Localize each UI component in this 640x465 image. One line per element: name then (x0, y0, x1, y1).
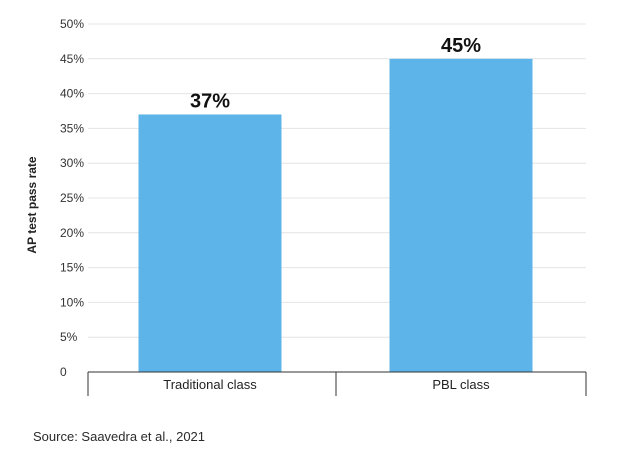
bar-chart: 0 5% 10% 15% 20% 25% 30% 35% 40% 45% 50% 37% Tradit… (25, 17, 587, 396)
bars (138, 58, 533, 373)
y-tick-label: 40% (60, 87, 84, 101)
y-tick-label: 50% (60, 17, 84, 31)
y-tick-label: 0 (60, 365, 67, 379)
y-tick-label: 5% (60, 330, 78, 344)
y-tick-label: 15% (60, 261, 84, 275)
x-tick-label: PBL class (432, 377, 490, 392)
y-tick-label: 10% (60, 295, 84, 309)
bar-value-label: 45% (441, 35, 481, 57)
y-tick-label: 20% (60, 226, 84, 240)
labels: 37% Traditional class 45% PBL class (163, 35, 490, 392)
bar (138, 114, 282, 372)
source-note: Source: Saavedra et al., 2021 (33, 429, 206, 444)
y-tick-label: 25% (60, 191, 84, 205)
bar-value-label: 37% (190, 90, 230, 112)
bar (389, 58, 533, 373)
x-tick-label: Traditional class (163, 377, 257, 392)
y-axis-ticks: 0 5% 10% 15% 20% 25% 30% 35% 40% 45% 50% (60, 17, 84, 379)
y-axis-label: AP test pass rate (25, 156, 39, 253)
x-axis (87, 371, 587, 396)
y-tick-label: 35% (60, 121, 84, 135)
y-tick-label: 30% (60, 156, 84, 170)
y-tick-label: 45% (60, 52, 84, 66)
